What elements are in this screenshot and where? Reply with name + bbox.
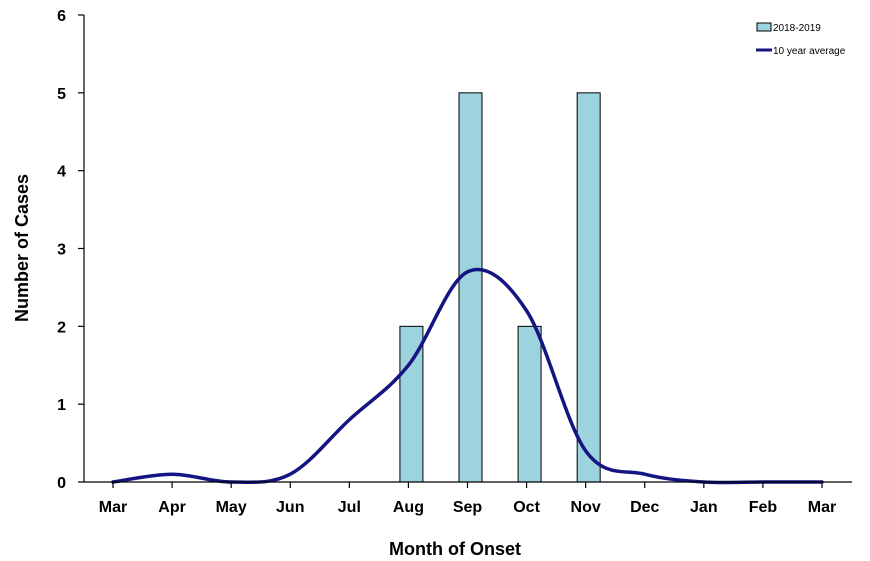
x-tick-label: Oct: [513, 499, 540, 516]
bar: [517, 325, 542, 483]
x-tick-label: Sep: [453, 499, 483, 516]
bars-layer: [399, 92, 601, 483]
x-axis-title: Month of Onset: [389, 539, 521, 559]
legend-label-line: 10 year average: [773, 46, 846, 57]
y-axis-title: Number of Cases: [12, 174, 32, 322]
legend-swatch-bar: [756, 22, 772, 32]
x-tick-label: Aug: [393, 499, 424, 516]
legend-label-bar: 2018-2019: [773, 23, 821, 34]
x-tick-label: Mar: [808, 499, 836, 516]
y-tick-label: 6: [57, 8, 66, 25]
y-tick-label: 2: [57, 319, 66, 336]
x-tick-label: Nov: [571, 499, 601, 516]
x-tick-label: Jun: [276, 499, 304, 516]
bar: [458, 92, 483, 483]
x-tick-label: Jan: [690, 499, 718, 516]
y-tick-label: 5: [57, 86, 66, 103]
x-tick-label: Mar: [99, 499, 127, 516]
y-tick-label: 1: [57, 397, 66, 414]
bar: [576, 92, 601, 483]
y-tick-label: 4: [57, 164, 66, 181]
y-tick-label: 0: [57, 475, 66, 492]
x-tick-label: Feb: [749, 499, 778, 516]
x-ticks: Mar Apr May Jun Jul Aug Sep Oct Nov Dec Jan Feb Mar: [99, 482, 836, 516]
y-ticks: 0 1 2 3 4 5 6: [57, 8, 84, 492]
x-tick-label: Jul: [338, 499, 361, 516]
x-tick-label: Dec: [630, 499, 659, 516]
y-tick-label: 3: [57, 242, 66, 259]
legend: 2018-2019 10 year average: [756, 22, 846, 57]
x-tick-label: Apr: [158, 499, 186, 516]
x-tick-label: May: [216, 499, 247, 516]
